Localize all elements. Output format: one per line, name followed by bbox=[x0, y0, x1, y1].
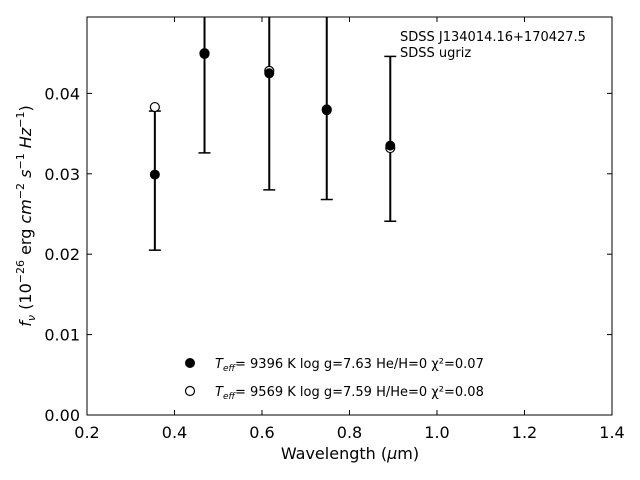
y-tick-label: 0.03 bbox=[44, 165, 80, 184]
y-tick-label: 0.00 bbox=[44, 406, 80, 425]
x-tick-label: 1.4 bbox=[599, 423, 624, 442]
plot-frame bbox=[86, 16, 613, 416]
x-tick-label: 1.2 bbox=[512, 423, 537, 442]
filled-circle-point bbox=[149, 169, 160, 180]
filled-circle-point bbox=[264, 68, 275, 79]
filled-circle-point bbox=[385, 140, 396, 151]
legend-marker-open bbox=[184, 385, 196, 397]
x-tick-label: 1.0 bbox=[424, 423, 449, 442]
filled-circle-point bbox=[321, 105, 332, 116]
object-name: SDSS J134014.16+170427.5 bbox=[400, 30, 586, 45]
plot-area bbox=[86, 16, 613, 416]
legend-marker-filled bbox=[185, 358, 195, 368]
data-points bbox=[149, 48, 396, 180]
filled-circle-point bbox=[199, 48, 210, 59]
x-tick-label: 0.2 bbox=[74, 423, 99, 442]
legend-entry-2: Teff= 9569 K log g=7.59 H/He=0 χ²=0.08 bbox=[215, 385, 484, 402]
x-tick-label: 0.8 bbox=[337, 423, 362, 442]
y-tick-label: 0.01 bbox=[44, 326, 80, 345]
open-circle-point bbox=[149, 101, 160, 113]
x-tick-label: 0.6 bbox=[249, 423, 274, 442]
y-tick-label: 0.04 bbox=[44, 84, 80, 103]
error-bars bbox=[148, 17, 397, 251]
filter-set: SDSS ugriz bbox=[400, 46, 471, 61]
x-tick-label: 0.4 bbox=[162, 423, 187, 442]
legend: Teff= 9396 K log g=7.63 He/H=0 χ²=0.07 T… bbox=[184, 357, 484, 402]
axis-ticks: 0.2 0.4 0.6 0.8 1.0 1.2 1.4 0.00 0.01 0.02 0.03 0.0… bbox=[44, 17, 625, 442]
x-axis-label: Wavelength (μm) bbox=[281, 444, 419, 463]
legend-entry-1: Teff= 9396 K log g=7.63 He/H=0 χ²=0.07 bbox=[215, 357, 484, 374]
y-tick-label: 0.02 bbox=[44, 245, 80, 264]
y-axis-label: fν (10−26 erg cm−2 s−1 Hz−1) bbox=[14, 105, 38, 326]
